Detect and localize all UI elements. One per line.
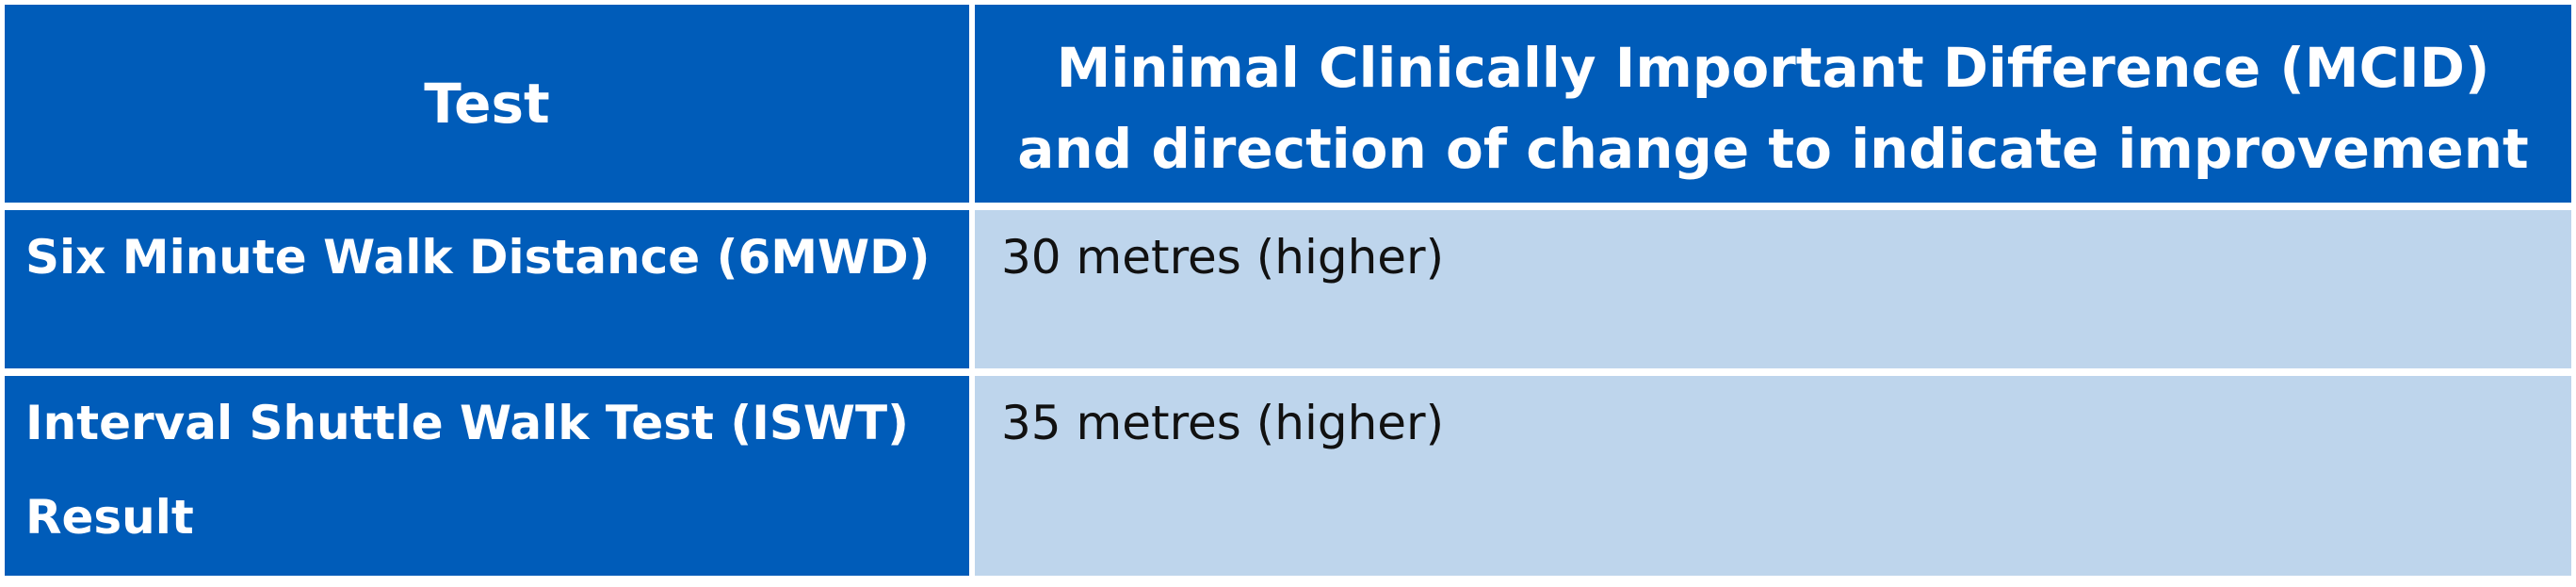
column-header-test: Test — [5, 5, 975, 203]
table-header-row: Test Minimal Clinically Important Differ… — [5, 5, 2571, 203]
table-row: Six Minute Walk Distance (6MWD) 30 metre… — [5, 203, 2571, 368]
column-header-mcid: Minimal Clinically Important Difference … — [975, 5, 2571, 203]
mcid-table: Test Minimal Clinically Important Differ… — [5, 5, 2571, 576]
table-row: Interval Shuttle Walk Test (ISWT) Result… — [5, 368, 2571, 576]
mcid-value-cell: 35 metres (higher) — [975, 368, 2571, 576]
test-name-cell: Interval Shuttle Walk Test (ISWT) Result — [5, 368, 975, 576]
mcid-value-cell: 30 metres (higher) — [975, 203, 2571, 368]
test-name-cell: Six Minute Walk Distance (6MWD) — [5, 203, 975, 368]
